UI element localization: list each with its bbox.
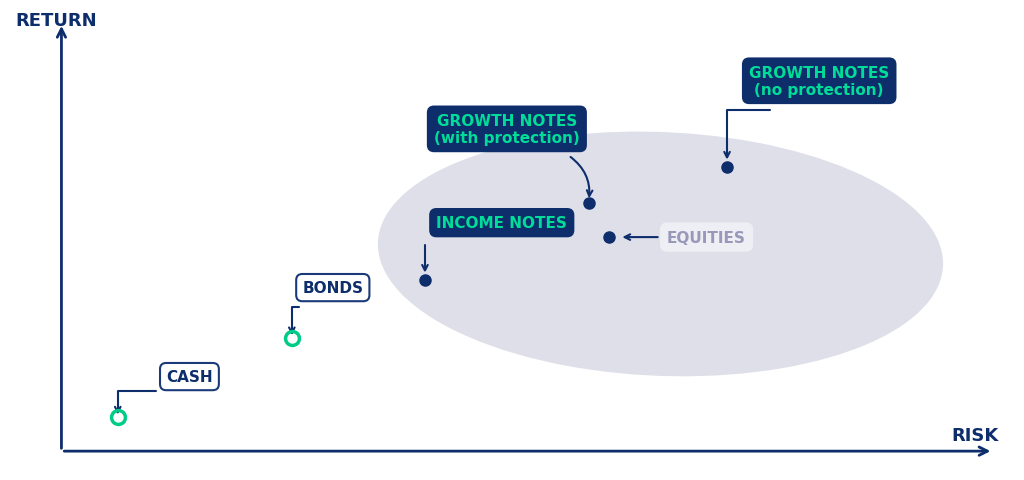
Ellipse shape	[378, 132, 943, 376]
Text: GROWTH NOTES
(with protection): GROWTH NOTES (with protection)	[434, 113, 580, 146]
Text: RISK: RISK	[951, 426, 998, 444]
Text: CASH: CASH	[166, 369, 213, 384]
Text: INCOME NOTES: INCOME NOTES	[436, 216, 567, 231]
Text: BONDS: BONDS	[302, 280, 364, 296]
Text: RETURN: RETURN	[15, 12, 97, 30]
Text: EQUITIES: EQUITIES	[667, 230, 746, 245]
Text: GROWTH NOTES
(no protection): GROWTH NOTES (no protection)	[750, 65, 889, 98]
